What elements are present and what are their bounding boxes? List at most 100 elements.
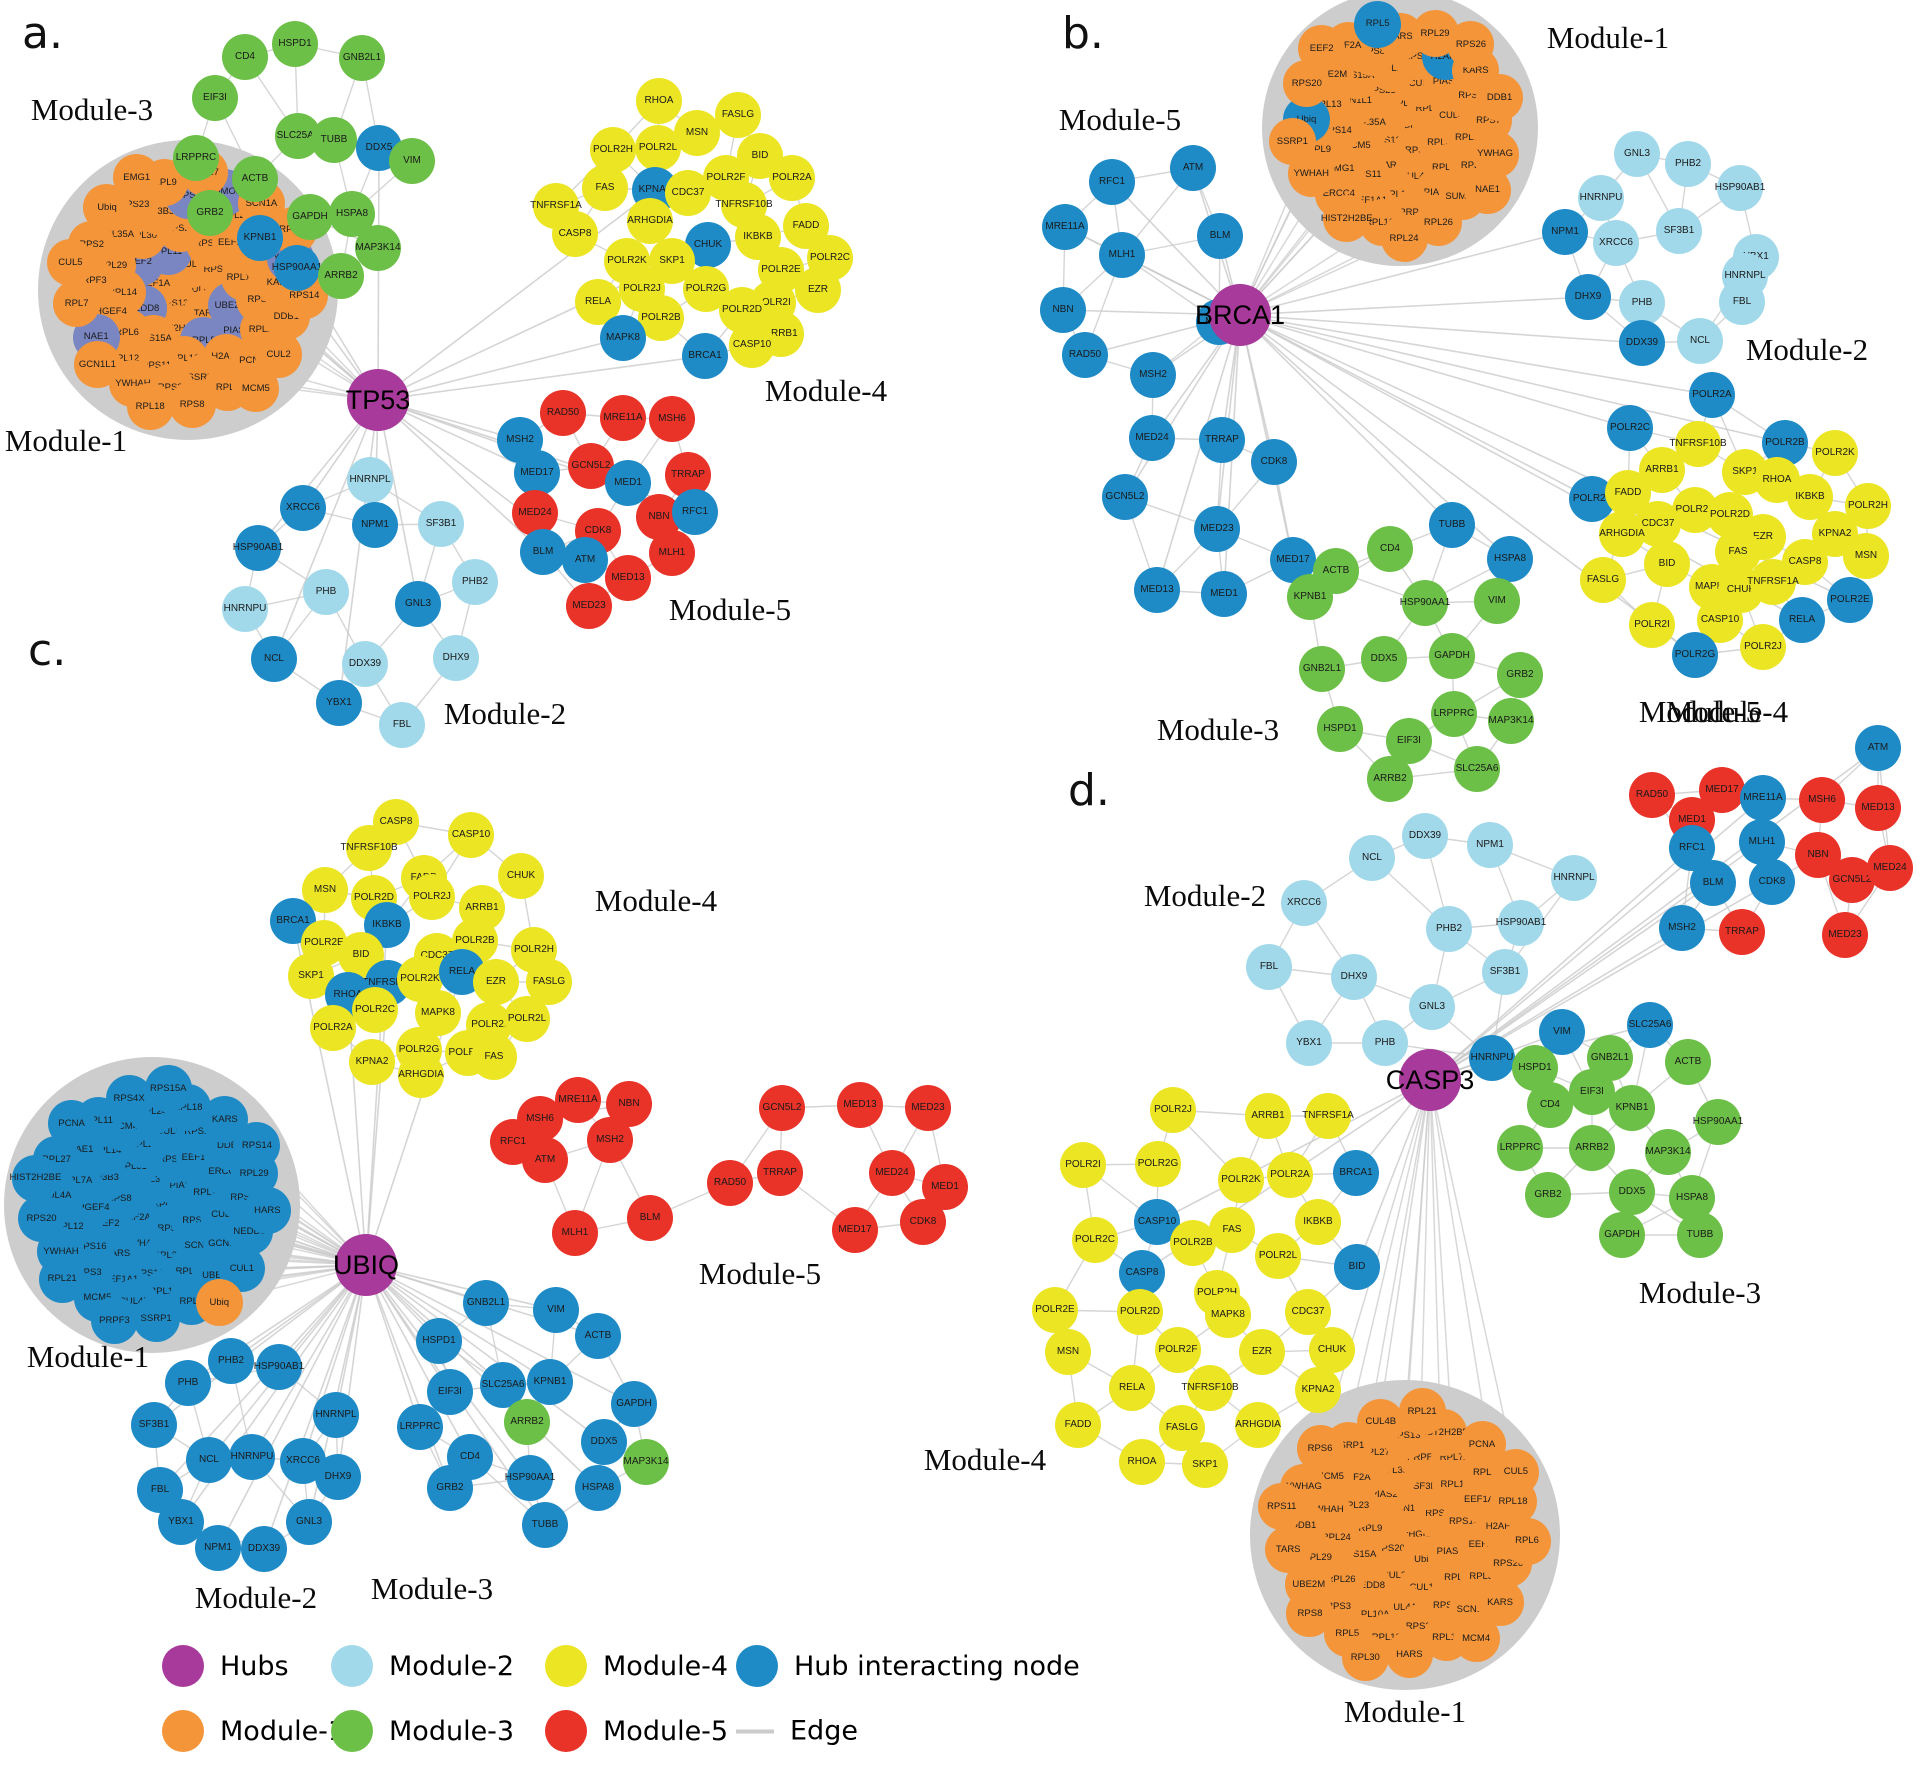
network-node[interactable]: DHX9	[315, 1454, 361, 1500]
network-node[interactable]: FBL	[379, 702, 425, 748]
network-node[interactable]: MAP3K14	[623, 1439, 669, 1485]
network-node[interactable]: RPL24	[1380, 214, 1428, 262]
network-node[interactable]: GRB2	[427, 1465, 473, 1511]
network-node[interactable]: PHB2	[1426, 906, 1472, 952]
network-node[interactable]: RPS8	[1286, 1590, 1334, 1637]
network-node[interactable]: SF3B1	[418, 501, 464, 547]
hub-node[interactable]: BRCA1	[1195, 284, 1285, 346]
network-node[interactable]: CDK8	[900, 1199, 946, 1245]
network-node[interactable]: RPL30	[1341, 1633, 1389, 1681]
network-node[interactable]: TNFRSF1A	[1747, 559, 1799, 605]
network-node[interactable]: CASP10	[729, 322, 775, 368]
network-node[interactable]: CDK8	[1749, 859, 1795, 905]
network-node[interactable]: SF3B1	[1656, 208, 1702, 254]
network-node[interactable]: POLR2C	[1072, 1217, 1118, 1263]
network-node[interactable]: MSN	[1843, 533, 1889, 579]
network-node[interactable]: HNRNPU	[222, 586, 268, 632]
network-node[interactable]: MSN	[1045, 1329, 1091, 1375]
hub-node[interactable]: TP53	[346, 369, 410, 431]
network-node[interactable]: HARS	[243, 1187, 291, 1235]
network-node[interactable]: RELA	[1779, 597, 1825, 643]
network-node[interactable]: MCM4	[1452, 1614, 1500, 1662]
network-node[interactable]: TRRAP	[757, 1150, 803, 1196]
network-node[interactable]: HSPD1	[272, 21, 318, 67]
network-node[interactable]: MED24	[512, 490, 558, 536]
network-node[interactable]: MAP3K14	[1645, 1129, 1691, 1175]
network-node[interactable]: ARHGDIA	[398, 1052, 444, 1098]
network-node[interactable]: CDC37	[665, 170, 711, 216]
network-node[interactable]: CASP8	[552, 211, 598, 257]
network-node[interactable]: MSH2	[1130, 352, 1176, 398]
network-node[interactable]: CD4	[1527, 1082, 1573, 1128]
network-node[interactable]: MED23	[1822, 912, 1868, 958]
network-node[interactable]: HSPA8	[575, 1465, 621, 1511]
network-node[interactable]: MED24	[1129, 415, 1175, 461]
network-node[interactable]: ATM	[1855, 725, 1901, 771]
network-node[interactable]: BRCA1	[1333, 1150, 1379, 1196]
network-node[interactable]: ACTB	[232, 156, 278, 202]
network-node[interactable]: LRPPRC	[1431, 691, 1477, 737]
network-node[interactable]: CHUK	[1309, 1327, 1355, 1373]
network-node[interactable]: VIM	[1474, 578, 1520, 624]
network-node[interactable]: BRCA1	[682, 333, 728, 379]
network-node[interactable]: RPL5	[1354, 0, 1402, 48]
network-node[interactable]: EMG1	[113, 154, 161, 202]
network-node[interactable]: DDX39	[1619, 320, 1665, 366]
network-node[interactable]: DDX5	[581, 1419, 627, 1465]
network-node[interactable]: FASLG	[715, 92, 761, 138]
network-node[interactable]: LRPPRC	[397, 1404, 443, 1450]
network-node[interactable]: MRE11A	[555, 1077, 601, 1123]
network-node[interactable]: LRPPRC	[1497, 1125, 1543, 1171]
network-node[interactable]: RHOA	[636, 78, 682, 124]
network-node[interactable]: Ubiq	[195, 1279, 243, 1327]
network-node[interactable]: IKBKB	[1295, 1199, 1341, 1245]
network-node[interactable]: SF3B1	[131, 1402, 177, 1448]
network-node[interactable]: MED23	[905, 1085, 951, 1131]
network-node[interactable]: ARHGDIA	[1599, 511, 1645, 557]
network-node[interactable]: PHB	[165, 1360, 211, 1406]
network-node[interactable]: HNRNPL	[347, 457, 393, 503]
network-node[interactable]: BID	[1334, 1244, 1380, 1290]
network-node[interactable]: MSH6	[649, 396, 695, 442]
network-node[interactable]: PHB	[1362, 1020, 1408, 1066]
network-node[interactable]: POLR2I	[1060, 1142, 1106, 1188]
network-node[interactable]: ACTB	[1665, 1039, 1711, 1085]
network-node[interactable]: FADD	[1055, 1402, 1101, 1448]
network-node[interactable]: TUBB	[311, 117, 357, 163]
network-node[interactable]: POLR2D	[1117, 1289, 1163, 1335]
network-node[interactable]: DHX9	[433, 635, 479, 681]
network-node[interactable]: POLR2C	[1607, 405, 1653, 451]
hub-node[interactable]: UBIQ	[333, 1234, 399, 1296]
network-node[interactable]: MSN	[674, 110, 720, 156]
network-node[interactable]: MCM5	[232, 364, 280, 412]
network-node[interactable]: FBL	[1719, 279, 1765, 325]
network-node[interactable]: NPM1	[195, 1525, 241, 1571]
network-node[interactable]: BLM	[520, 529, 566, 575]
network-node[interactable]: ARHGDIA	[1235, 1402, 1281, 1448]
network-node[interactable]: ARRB1	[1245, 1093, 1291, 1139]
network-node[interactable]: GAPDH	[1429, 633, 1475, 679]
network-node[interactable]: RPS14	[233, 1122, 281, 1170]
network-node[interactable]: ATM	[522, 1137, 568, 1183]
network-node[interactable]: MED23	[1194, 506, 1240, 552]
network-node[interactable]: DHX9	[1331, 954, 1377, 1000]
network-node[interactable]: BLM	[1197, 213, 1243, 259]
network-node[interactable]: EZR	[1239, 1329, 1285, 1375]
network-node[interactable]: ARRB2	[504, 1399, 550, 1445]
network-node[interactable]: NCL	[1349, 835, 1395, 881]
network-node[interactable]: RPS11	[1258, 1483, 1306, 1531]
network-node[interactable]: POLR2E	[1032, 1287, 1078, 1333]
network-node[interactable]: MSH6	[1799, 777, 1845, 823]
network-node[interactable]: KPNB1	[1287, 574, 1333, 620]
network-node[interactable]: EEF2	[1298, 25, 1346, 73]
network-node[interactable]: BLM	[1690, 860, 1736, 906]
network-node[interactable]: CDK8	[1251, 439, 1297, 485]
network-node[interactable]: DDX39	[241, 1526, 287, 1572]
network-node[interactable]: POLR2L	[504, 996, 550, 1042]
network-node[interactable]: POLR2A	[1267, 1152, 1313, 1198]
network-node[interactable]: NCL	[186, 1437, 232, 1483]
network-node[interactable]: RPS8	[168, 380, 216, 428]
network-node[interactable]: POLR2G	[1135, 1141, 1181, 1187]
network-node[interactable]: POLR2L	[635, 125, 681, 171]
network-node[interactable]: RAD50	[707, 1160, 753, 1206]
